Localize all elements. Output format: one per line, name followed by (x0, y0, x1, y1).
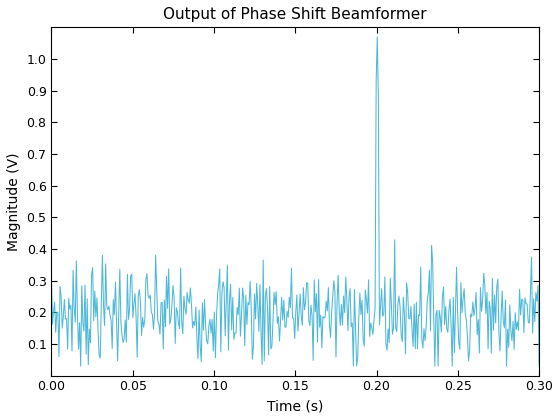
Title: Output of Phase Shift Beamformer: Output of Phase Shift Beamformer (164, 7, 427, 22)
X-axis label: Time (s): Time (s) (267, 399, 324, 413)
Y-axis label: Magnitude (V): Magnitude (V) (7, 152, 21, 251)
